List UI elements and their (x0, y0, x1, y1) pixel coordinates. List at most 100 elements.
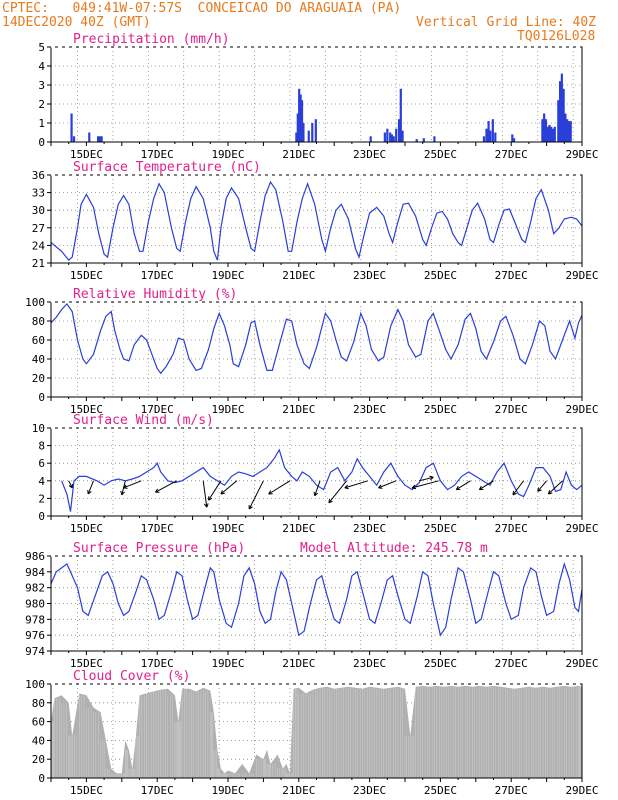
y-tick-label: 0 (38, 391, 45, 404)
y-tick-label: 80 (32, 315, 45, 328)
x-tick-label: 25DEC (424, 522, 457, 535)
wind-arrow (155, 480, 177, 493)
x-tick-label: 29DEC (565, 148, 598, 161)
wind-arrow-head (455, 485, 461, 491)
x-tick-label: 21DEC (282, 784, 315, 797)
x-tick-label: 29DEC (565, 784, 598, 797)
wind-arrow (344, 480, 368, 489)
precip-bar (97, 136, 100, 142)
precip-bar (564, 113, 567, 142)
y-tick-label: 80 (32, 697, 45, 710)
precip-bar (553, 126, 556, 142)
x-tick-label: 27DEC (495, 269, 528, 282)
wind-arrow (537, 480, 547, 492)
wind-arrow (220, 480, 238, 495)
x-tick-label: 23DEC (353, 148, 386, 161)
wind-arrow (328, 480, 347, 504)
wind-arrow (68, 480, 73, 489)
precip-bar (298, 88, 301, 142)
y-tick-label: 1 (38, 117, 45, 130)
y-tick-label: 21 (32, 257, 45, 270)
wind-arrow-head (512, 490, 517, 496)
y-tick-label: 0 (38, 772, 45, 785)
wind-arrow (123, 480, 142, 489)
y-tick-label: 0 (38, 136, 45, 149)
temp-series-line (50, 180, 583, 261)
wind-arrow (268, 480, 291, 495)
y-tick-label: 30 (32, 204, 45, 217)
wind-title: Surface Wind (m/s) (73, 413, 214, 428)
precip-bar (302, 123, 305, 142)
cloud-cover-area (51, 685, 582, 778)
y-tick-label: 10 (32, 422, 45, 435)
precip-bar (392, 136, 395, 142)
wind-arrow-head (429, 475, 434, 481)
precip-bar (299, 94, 302, 142)
cloud-title: Cloud Cover (%) (73, 669, 190, 684)
precip-bar (569, 121, 572, 142)
precip-bar (88, 132, 91, 142)
precip-bar (485, 128, 488, 142)
wind-arrow (314, 480, 321, 496)
precip-bar (541, 119, 544, 142)
wind-arrow-head (344, 484, 349, 490)
x-tick-label: 29DEC (565, 269, 598, 282)
x-tick-label: 23DEC (353, 784, 386, 797)
wind-arrow-head (87, 489, 92, 495)
y-tick-label: 20 (32, 753, 45, 766)
wind-arrow-head (68, 483, 73, 489)
wind-arrow (548, 480, 563, 495)
wind-arrow (411, 480, 439, 489)
precip-bar (100, 136, 103, 142)
pressure-note: Model Altitude: 245.78 m (300, 541, 488, 556)
precip-bar (494, 132, 497, 142)
pressure-title: Surface Pressure (hPa) (73, 541, 245, 556)
precip-bar (489, 130, 492, 142)
wind-arrow (202, 480, 208, 508)
precip-bar (566, 119, 569, 142)
x-tick-label: 21DEC (282, 522, 315, 535)
wind-arrow-head (208, 496, 213, 501)
precip-bar (567, 121, 571, 142)
x-tick-label: 15DEC (70, 657, 103, 670)
precip-bar (98, 136, 101, 142)
x-tick-label: 27DEC (495, 657, 528, 670)
x-tick-label: 15DEC (70, 148, 103, 161)
precip-bar (307, 130, 310, 142)
precip-bar (558, 81, 562, 142)
x-tick-label: 23DEC (353, 403, 386, 416)
precip-bar (482, 136, 486, 142)
wind-arrow-head (378, 484, 383, 489)
precip-bar (72, 136, 76, 142)
precip-bar (548, 124, 551, 142)
y-tick-label: 986 (25, 550, 45, 563)
x-tick-label: 21DEC (282, 657, 315, 670)
x-tick-label: 15DEC (70, 403, 103, 416)
y-tick-label: 100 (25, 296, 45, 309)
x-tick-label: 19DEC (211, 784, 244, 797)
wind-arrow-head (248, 504, 253, 510)
precip-bar (311, 123, 314, 142)
x-tick-label: 29DEC (565, 657, 598, 670)
x-tick-label: 25DEC (424, 784, 457, 797)
precip-bar (295, 132, 298, 142)
wind-arrow-head (537, 487, 542, 492)
y-tick-label: 60 (32, 334, 45, 347)
x-tick-label: 19DEC (211, 269, 244, 282)
y-tick-label: 6 (38, 457, 45, 470)
y-tick-label: 2 (38, 492, 45, 505)
wind-arrow-head (123, 484, 128, 489)
y-tick-label: 5 (38, 41, 45, 54)
y-tick-label: 976 (25, 629, 45, 642)
wind-arrow (479, 480, 494, 491)
x-tick-label: 17DEC (141, 148, 174, 161)
x-tick-label: 15DEC (70, 784, 103, 797)
precip-bar (386, 128, 389, 142)
y-tick-label: 27 (32, 222, 45, 235)
wind-arrow-head (220, 490, 225, 495)
x-tick-label: 19DEC (211, 148, 244, 161)
y-tick-label: 980 (25, 598, 45, 611)
x-tick-label: 29DEC (565, 522, 598, 535)
x-tick-label: 15DEC (70, 522, 103, 535)
